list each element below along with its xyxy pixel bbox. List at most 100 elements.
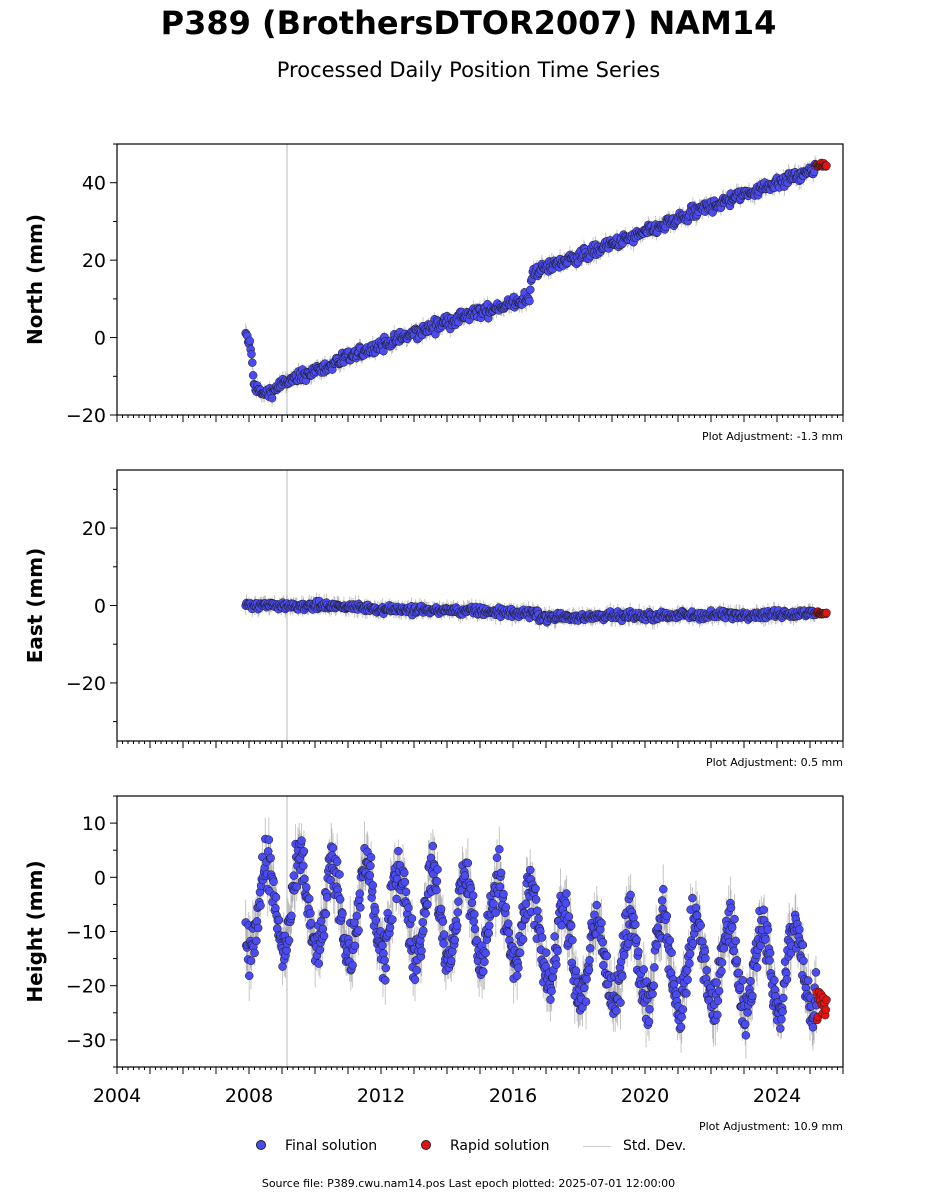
final-solution-point xyxy=(388,915,397,924)
final-solution-point xyxy=(639,965,648,974)
final-solution-point xyxy=(732,956,742,965)
final-solution-point xyxy=(714,986,724,996)
final-solution-point xyxy=(267,393,277,403)
final-solution-point xyxy=(252,936,261,946)
final-solution-point xyxy=(306,909,315,918)
final-solution-point xyxy=(453,908,463,917)
final-solution-point xyxy=(726,903,736,913)
final-solution-point xyxy=(315,945,325,955)
final-solution-point xyxy=(696,921,705,930)
final-solution-point xyxy=(468,891,478,900)
final-solution-point xyxy=(412,966,422,975)
final-solution-point xyxy=(354,926,363,935)
final-solution-point xyxy=(436,904,446,914)
final-solution-point xyxy=(531,884,540,893)
final-solution-point xyxy=(534,914,543,923)
final-solution-point xyxy=(719,944,729,953)
final-solution-point xyxy=(484,928,493,938)
final-solution-point xyxy=(552,960,561,969)
panel-north: −20 0 20 40 North (mm) Plot Adjustment: -1.3 … xyxy=(23,143,844,443)
final-solution-point xyxy=(469,917,479,926)
final-solution-point xyxy=(729,946,739,956)
final-solution-point xyxy=(438,917,448,926)
final-solution-point xyxy=(512,971,522,980)
final-solution-point xyxy=(271,892,281,902)
final-solution-point xyxy=(439,939,448,948)
panel-east: −20 0 20 East (mm) Plot Adjustment: 0.5 mm xyxy=(23,469,844,769)
final-solution-point xyxy=(678,1005,688,1014)
final-solution-point xyxy=(599,960,608,970)
final-solution-point xyxy=(677,1012,686,1022)
final-solution-point xyxy=(289,871,299,880)
final-solution-point xyxy=(717,958,727,967)
final-solution-point xyxy=(667,948,676,957)
final-solution-point xyxy=(631,920,640,929)
final-solution-point xyxy=(561,899,571,908)
final-solution-point xyxy=(350,941,360,951)
final-solution-point xyxy=(632,935,641,944)
final-solution-point xyxy=(410,975,420,984)
final-solution-point xyxy=(597,918,606,928)
final-solution-point xyxy=(428,841,438,851)
final-solution-point xyxy=(380,956,389,965)
final-solution-point xyxy=(727,923,737,932)
final-solution-point xyxy=(407,914,417,923)
final-solution-point xyxy=(404,903,413,913)
final-solution-point xyxy=(548,973,558,982)
final-solution-point xyxy=(248,358,257,367)
final-solution-point xyxy=(460,871,470,880)
final-solution-point xyxy=(463,858,473,868)
final-solution-point xyxy=(665,936,675,945)
final-solution-point xyxy=(470,909,479,919)
final-solution-point xyxy=(525,296,534,306)
final-solution-point xyxy=(492,853,502,862)
final-solution-point xyxy=(685,949,695,959)
final-solution-point xyxy=(299,847,309,856)
final-solution-point xyxy=(562,889,571,898)
final-solution-point xyxy=(503,919,513,928)
final-solution-point xyxy=(454,897,463,906)
final-solution-point xyxy=(501,903,511,912)
final-solution-point xyxy=(371,916,381,925)
final-solution-point xyxy=(479,967,488,976)
final-solution-point xyxy=(533,906,542,916)
final-solution-point xyxy=(717,966,726,976)
final-solution-point xyxy=(525,865,535,875)
final-solution-point xyxy=(712,978,721,987)
final-solution-point xyxy=(584,965,594,975)
final-solution-point xyxy=(246,956,256,966)
final-solution-point xyxy=(550,932,559,941)
final-solution-point xyxy=(514,963,523,972)
y-tick-label: 20 xyxy=(82,250,106,272)
final-solution-point xyxy=(247,349,256,359)
final-solution-point xyxy=(688,893,697,903)
final-solution-point xyxy=(542,948,551,957)
final-solution-point xyxy=(682,989,691,998)
final-solution-point xyxy=(319,931,329,941)
final-solution-point xyxy=(598,938,607,947)
final-solution-point xyxy=(299,861,308,871)
final-solution-point xyxy=(335,870,344,879)
final-solution-point xyxy=(748,991,757,1001)
final-solution-point xyxy=(644,1017,654,1026)
final-solution-point xyxy=(688,939,698,948)
final-solution-point xyxy=(378,941,387,950)
final-solution-point xyxy=(470,924,480,934)
final-solution-point xyxy=(314,959,324,968)
final-solution-point xyxy=(634,947,643,956)
final-solution-point xyxy=(692,911,702,920)
final-solution-point xyxy=(480,957,489,967)
plot-adjustment-label: Plot Adjustment: -1.3 mm xyxy=(702,430,843,443)
final-solution-point xyxy=(256,901,265,910)
final-solution-point xyxy=(612,1006,621,1016)
final-solution-point xyxy=(433,865,442,874)
final-solution-point xyxy=(302,883,311,892)
final-solution-point xyxy=(355,889,364,898)
final-solution-point xyxy=(566,921,576,931)
y-tick-label: 0 xyxy=(94,596,106,618)
final-points xyxy=(241,596,821,627)
final-solution-point xyxy=(452,921,462,931)
final-solution-point xyxy=(400,877,410,887)
final-solution-point xyxy=(356,903,365,912)
